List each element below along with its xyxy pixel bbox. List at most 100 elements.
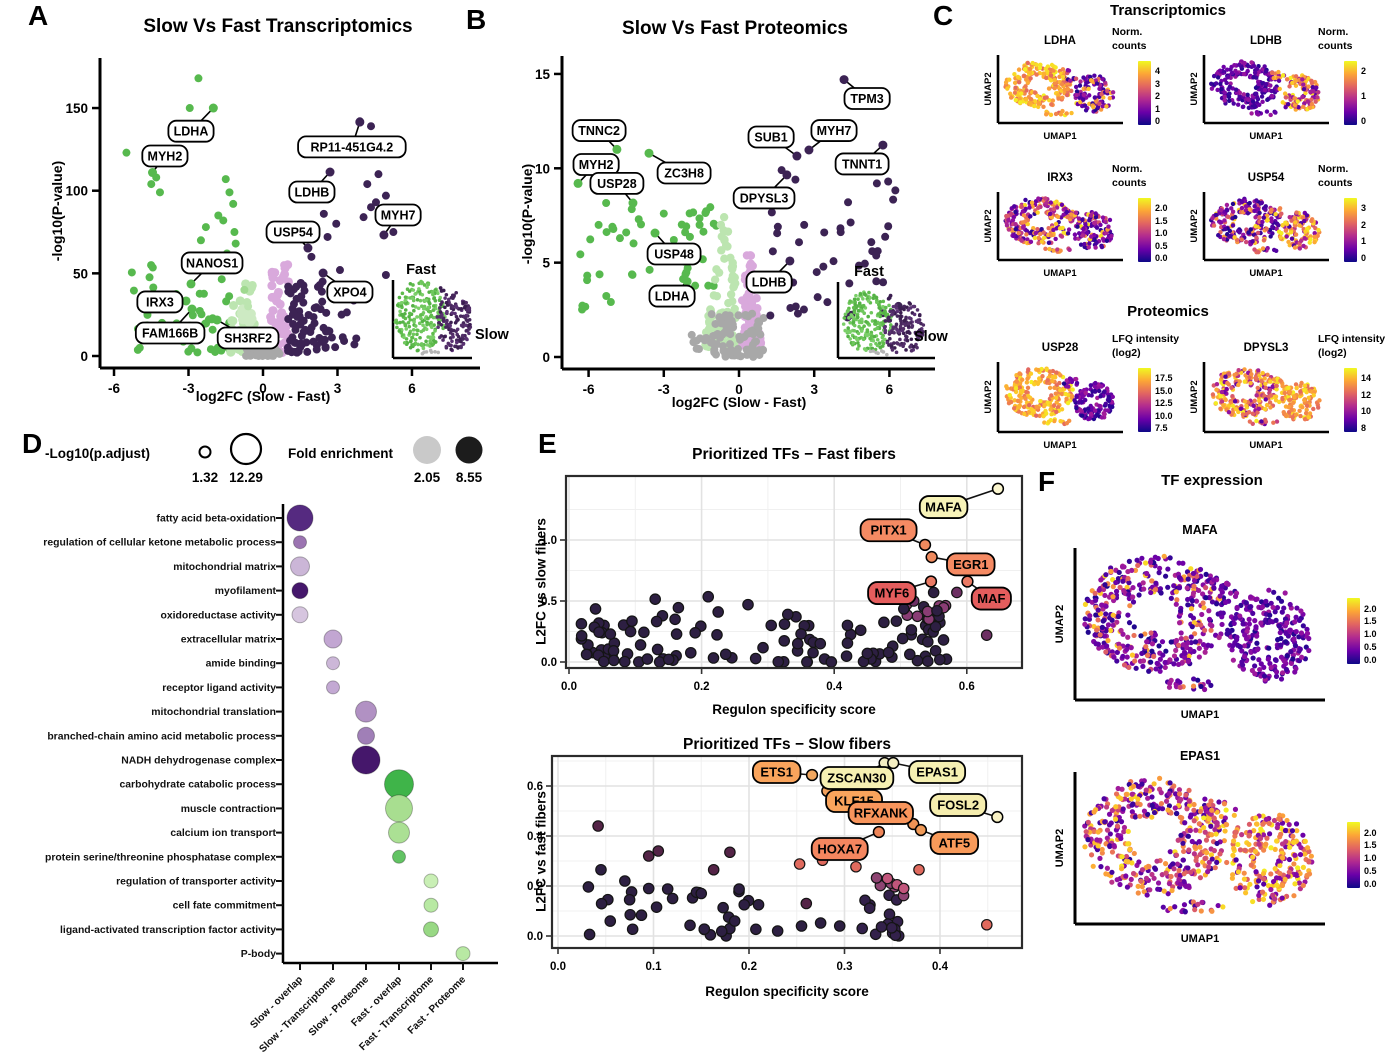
- umap-gene-title: IRX3: [1047, 172, 1073, 184]
- go-dot: [293, 535, 307, 550]
- svg-text:10: 10: [535, 161, 550, 176]
- svg-text:0: 0: [259, 381, 267, 396]
- go-dot: [455, 946, 471, 962]
- tf-label: ATF5: [939, 836, 971, 851]
- go-term-label: regulation of transporter activity: [116, 877, 276, 888]
- colorbar-tick: 4: [1155, 66, 1161, 77]
- panel-f-letter: F: [1038, 466, 1056, 497]
- go-dot: [385, 794, 413, 823]
- panel-a-volcano-transcriptomics: Slow Vs Fast Transcriptomics -log10(P-va…: [35, 0, 510, 430]
- colorbar-tick: 0: [1361, 253, 1367, 263]
- colorbar: [1138, 368, 1151, 432]
- panel-a-title: Slow Vs Fast Transcriptomics: [143, 16, 413, 37]
- gene-label: XPO4: [333, 286, 366, 300]
- gene-label-box: [216, 326, 280, 350]
- svg-text:2.05: 2.05: [414, 470, 441, 485]
- panel-e-letter: E: [538, 428, 557, 459]
- umap-gene-title: LDHA: [1044, 35, 1076, 47]
- colorbar-tick: 1.0: [1364, 853, 1377, 864]
- gene-label: TPM3: [850, 92, 883, 106]
- svg-text:5: 5: [542, 256, 550, 271]
- umap-gene-title: LDHB: [1250, 35, 1282, 47]
- colorbar-tick: 3: [1361, 203, 1367, 214]
- svg-text:50: 50: [73, 266, 88, 281]
- colorbar-tick: 2: [1361, 219, 1367, 230]
- colorbar: [1344, 198, 1357, 262]
- panel-f-header: TF expression: [1161, 472, 1263, 489]
- go-dot: [423, 921, 439, 938]
- umap1-axis-label: UMAP1: [1249, 440, 1283, 451]
- svg-text:0.4: 0.4: [527, 831, 544, 843]
- panel-e-tf-scatter: Prioritized TFs − Fast fibers L2FC vs sl…: [527, 430, 1035, 1053]
- panel-a-plot: -6 -3 0 3 6 0 50 100 150 LDHA MYH2 RP11-451G4.2 LDHB…: [65, 58, 510, 396]
- tf-label-box: [847, 801, 914, 825]
- panel-f-plots: MAFA UMAP2 UMAP1 EPAS1 UMAP2 UMAP1: [1054, 523, 1325, 945]
- svg-text:8.55: 8.55: [456, 470, 483, 485]
- umap-gene-title: USP28: [1042, 342, 1079, 354]
- gene-label: FAM166B: [142, 327, 198, 341]
- svg-text:0.6: 0.6: [527, 781, 543, 793]
- svg-text:12.29: 12.29: [229, 470, 263, 485]
- go-term-label: extracellular matrix: [181, 635, 277, 646]
- gene-label-box: [834, 152, 890, 176]
- colorbar-tick: 14: [1361, 373, 1372, 384]
- colorbar-label: LFQ intensity (log2): [1318, 333, 1386, 359]
- panel-a-letter: A: [28, 0, 49, 31]
- svg-text:Fold enrichment: Fold enrichment: [288, 446, 394, 461]
- svg-text:-6: -6: [108, 381, 120, 396]
- panel-c-header-transcriptomics: Transcriptomics: [1110, 2, 1226, 19]
- colorbar-tick: 12.5: [1155, 398, 1173, 409]
- tf-label: MYF6: [875, 586, 910, 601]
- go-term-label: ligand-activated transcription factor ac…: [60, 925, 276, 936]
- go-term-label: fatty acid beta-oxidation: [156, 514, 276, 525]
- colorbar-tick: 2: [1361, 66, 1367, 77]
- gene-label-box: [374, 203, 422, 227]
- svg-text:15: 15: [535, 67, 551, 82]
- tf-label: PITX1: [871, 523, 907, 538]
- colorbar-label: Norm. counts: [1112, 163, 1147, 189]
- gene-label-box: [167, 119, 215, 143]
- umap1-axis-label: UMAP1: [1249, 268, 1283, 279]
- colorbar-tick: 1.5: [1364, 840, 1377, 851]
- panel-c-plots: LDHA UMAP2 UMAP1 LDHB UMAP2 UMAP1 IRX3 UMAP2 UMA…: [983, 35, 1329, 451]
- svg-text:0.0: 0.0: [541, 657, 557, 669]
- tf-label-box: [929, 793, 988, 817]
- colorbar: [1347, 598, 1360, 664]
- svg-text:0.4: 0.4: [826, 681, 843, 693]
- go-term-label: regulation of cellular ketone metabolic …: [43, 538, 276, 549]
- svg-text:6: 6: [408, 381, 416, 396]
- umap-gene-title: DPYSL3: [1244, 342, 1289, 354]
- tf-label-box: [867, 581, 917, 605]
- panel-d-plot: fatty acid beta-oxidation regulation of c…: [43, 504, 498, 1053]
- panel-b-plot: -6 -3 0 3 6 0 5 10 15 TNNC2 MYH2 USP28 ZC3H8 USP48 LDH…: [535, 56, 949, 397]
- go-dot: [351, 745, 381, 775]
- panel-d-letter: D: [22, 428, 43, 459]
- go-dot: [290, 556, 310, 577]
- gene-label: DPYSL3: [740, 191, 789, 205]
- go-term-label: mitochondrial translation: [151, 707, 276, 718]
- gene-label: MYH2: [148, 149, 183, 163]
- tf-label-box: [946, 552, 996, 577]
- colorbar-tick: 1.5: [1364, 616, 1377, 627]
- go-term-label: cell fate commitment: [173, 901, 277, 912]
- tf-label: EPAS1: [916, 765, 958, 780]
- go-dot: [286, 504, 314, 532]
- colorbar-label: Norm. counts: [1112, 26, 1147, 52]
- gene-label-box: [843, 87, 891, 110]
- svg-text:3: 3: [334, 381, 342, 396]
- colorbar-tick: 1.5: [1155, 215, 1168, 226]
- tf-label-box: [810, 837, 869, 861]
- gene-label-box: [732, 186, 796, 210]
- gene-label-box: [141, 144, 189, 168]
- gene-label: MYH2: [579, 158, 614, 172]
- colorbar-tick: 3: [1155, 78, 1161, 89]
- gene-label: LDHB: [752, 276, 787, 290]
- go-term-label: oxidoreductase activity: [161, 610, 277, 621]
- gene-label-box: [297, 135, 407, 159]
- gene-label: MYH7: [381, 208, 416, 222]
- gene-label-box: [326, 280, 374, 304]
- tf-label: ZSCAN30: [827, 771, 886, 786]
- gene-label: SUB1: [754, 130, 787, 144]
- colorbar-label: LFQ intensity (log2): [1112, 333, 1180, 359]
- gene-label-box: [571, 119, 627, 142]
